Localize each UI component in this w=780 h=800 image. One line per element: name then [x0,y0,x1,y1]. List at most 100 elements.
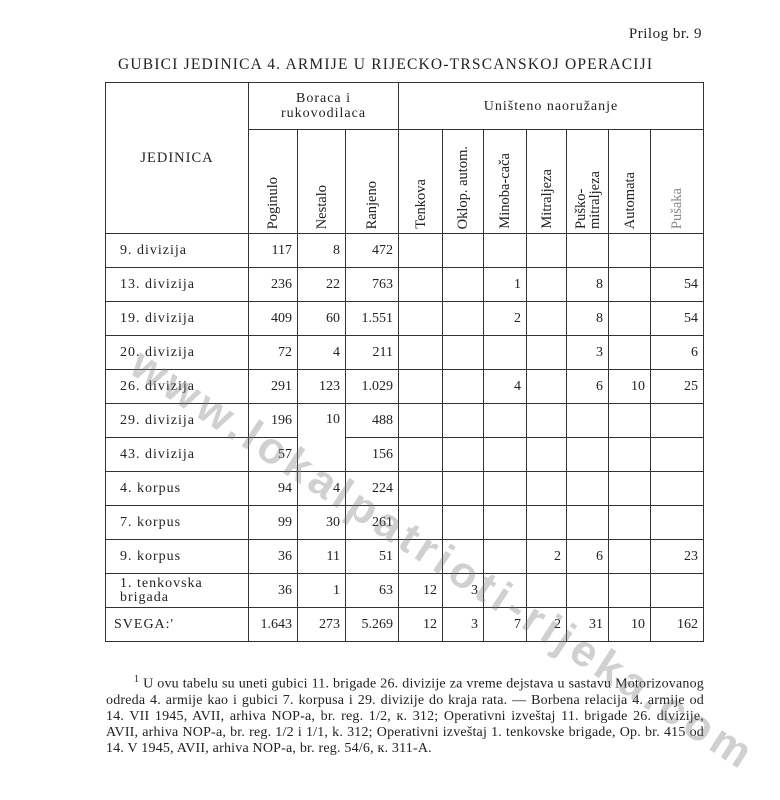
table-row: SVEGA:' 1.643 273 5.269 12 3 7 2 31 10 162 [105,607,704,642]
value-cell: 1.643 [248,607,298,642]
column-header: Puško-mitraljeza [566,129,609,234]
value-cell [398,471,443,506]
column-header: Poginulo [248,129,298,234]
column-header-label: Nestalo [313,184,330,229]
column-header-label: Pušaka [669,187,685,229]
value-cell [398,505,443,540]
value-cell: 6 [566,539,609,574]
value-cell [483,233,527,268]
page-label: Prilog br. 9 [628,26,702,42]
header-unit: JEDINICA [105,82,249,234]
column-header: Minoba-cača [483,129,527,234]
value-cell: 4 [297,335,346,370]
value-cell: 36 [248,539,298,574]
column-header: Ranjeno [345,129,399,234]
value-cell [483,403,527,438]
header-group-fighters: Boraca i rukovodilaca [248,82,399,130]
value-cell: 10 [608,369,651,404]
unit-cell: 20. divizija [105,335,249,370]
unit-cell: 19. divizija [105,301,249,336]
value-cell: 196 [248,403,298,438]
value-cell [526,573,567,608]
footnote: 1 U ovu tabelu su uneti gubici 11. briga… [106,672,704,757]
value-cell [650,437,704,472]
column-header: Tenkova [398,129,443,234]
unit-cell: 29. divizija [105,403,249,438]
value-cell [442,505,484,540]
unit-cell: SVEGA:' [105,607,249,642]
value-cell: 5.269 [345,607,399,642]
value-cell [566,505,609,540]
value-cell: 57 [248,437,298,472]
value-cell: 291 [248,369,298,404]
table-title: GUBICI JEDINICA 4. ARMIJE U RIJECKO-TRSC… [118,56,654,73]
value-cell [398,437,443,472]
value-cell: 472 [345,233,399,268]
table-row: 43. divizija 57 156 [105,437,704,472]
value-cell [398,267,443,302]
value-cell: 117 [248,233,298,268]
value-cell: 409 [248,301,298,336]
value-cell [526,301,567,336]
value-cell [483,335,527,370]
column-header-label: Puško-mitraljeza [572,171,603,229]
value-cell [442,539,484,574]
value-cell [608,301,651,336]
value-cell: 8 [566,301,609,336]
value-cell: 8 [566,267,609,302]
value-cell: 36 [248,573,298,608]
column-header-label: Mitraljeza [538,169,555,229]
value-cell [608,233,651,268]
value-cell [483,505,527,540]
value-cell [526,505,567,540]
table-row: 7. korpus 99 30 261 [105,505,704,540]
value-cell [566,233,609,268]
value-cell: 162 [650,607,704,642]
unit-cell: 7. korpus [105,505,249,540]
table-row: 20. divizija 72 4 211 3 6 [105,335,704,370]
value-cell [398,233,443,268]
column-header: Automata [608,129,651,234]
value-cell: 99 [248,505,298,540]
value-cell [650,403,704,438]
value-cell [526,437,567,472]
value-cell: 72 [248,335,298,370]
table-row: 29. divizija 196 10 488 [105,403,704,472]
value-cell [608,335,651,370]
value-cell: 211 [345,335,399,370]
value-cell: 1.551 [345,301,399,336]
column-header: Mitraljeza [526,129,567,234]
value-cell [442,301,484,336]
value-cell: 6 [650,335,704,370]
losses-table: JEDINICA Boraca i rukovodilaca Uništeno … [105,82,704,642]
value-cell [442,471,484,506]
value-cell: 54 [650,267,704,302]
value-cell: 2 [526,539,567,574]
unit-cell: 13. divizija [105,267,249,302]
value-cell: 12 [398,607,443,642]
value-cell [398,301,443,336]
value-cell [398,335,443,370]
column-header: Pušaka [650,129,704,234]
footnote-marker: 1 [134,674,140,685]
value-cell [526,267,567,302]
value-cell: 4 [297,471,346,506]
column-header-label: Automata [621,171,638,229]
value-cell [526,233,567,268]
value-cell [608,437,651,472]
value-cell: 31 [566,607,609,642]
value-cell: 7 [483,607,527,642]
value-cell: 30 [297,505,346,540]
value-cell: 60 [297,301,346,336]
value-cell: 123 [297,369,346,404]
unit-cell: 26. divizija [105,369,249,404]
value-cell: 1 [483,267,527,302]
column-header-label: Minoba-cača [497,153,513,229]
value-cell: 763 [345,267,399,302]
value-cell: 4 [483,369,527,404]
value-cell [650,505,704,540]
column-header: Nestalo [297,129,346,234]
value-cell: 8 [297,233,346,268]
column-header-label: Oklop. autom. [455,145,471,229]
value-cell: 94 [248,471,298,506]
